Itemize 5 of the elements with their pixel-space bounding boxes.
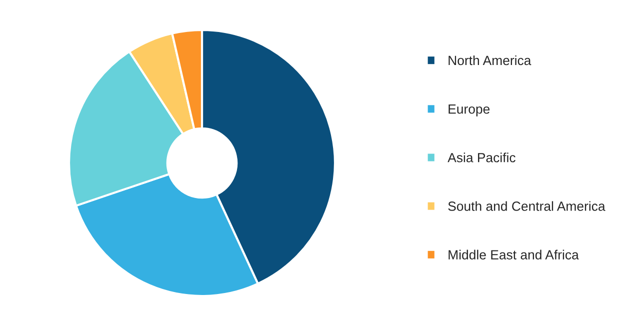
legend-label: Middle East and Africa: [448, 250, 579, 260]
legend-label: North America: [448, 55, 532, 66]
legend-label: Asia Pacific: [448, 152, 516, 162]
legend-label: South and Central America: [448, 201, 606, 211]
legend-label: Europe: [448, 104, 490, 116]
